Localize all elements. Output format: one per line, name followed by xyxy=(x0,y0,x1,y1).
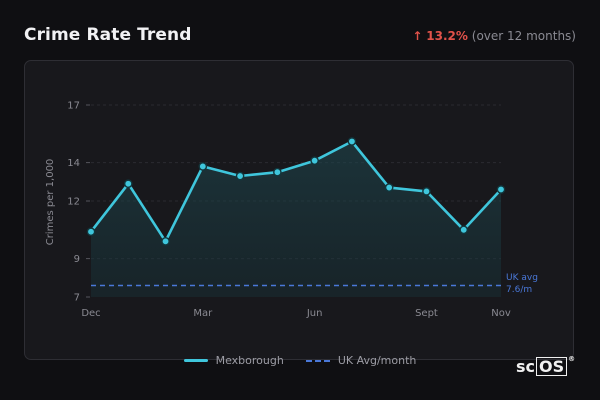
trend-percentage: 13.2% xyxy=(426,29,468,43)
reference-label-line2: 7.6/m xyxy=(506,285,532,295)
x-tick-label: Jun xyxy=(306,308,323,319)
data-point-jan[interactable] xyxy=(123,179,133,189)
logo-prefix: sc xyxy=(516,357,536,376)
trend-up-arrow-icon: ↑ xyxy=(412,29,423,43)
legend-swatch-solid xyxy=(183,359,208,362)
reference-label-line1: UK avg xyxy=(506,273,538,283)
data-point-sept[interactable] xyxy=(422,187,431,196)
series-line-mexborough xyxy=(89,140,503,243)
brand-logo: sc OS ® xyxy=(516,355,576,376)
data-point-nov[interactable] xyxy=(496,185,506,194)
x-tick-label: Nov xyxy=(491,308,511,319)
logo-boxed: OS xyxy=(536,357,568,376)
trend-period: (over 12 months) xyxy=(471,29,576,43)
legend-label-mexborough: Mexborough xyxy=(215,354,284,367)
data-point-mar[interactable] xyxy=(198,162,208,171)
data-point-jun[interactable] xyxy=(310,156,319,165)
y-tick-label: 14 xyxy=(67,158,80,169)
data-point-may[interactable] xyxy=(273,167,282,177)
legend-label-uk-avg: UK Avg/month xyxy=(337,354,417,367)
y-tick-label: 12 xyxy=(67,197,80,208)
data-point-aug[interactable] xyxy=(384,183,394,192)
data-point-dec[interactable] xyxy=(86,227,96,237)
legend-item-uk-avg[interactable]: UK Avg/month xyxy=(305,354,417,367)
y-tick-label: 7 xyxy=(74,293,80,304)
data-point-apr[interactable] xyxy=(235,171,245,181)
legend-swatch-dashed xyxy=(305,359,330,362)
x-tick-label: Mar xyxy=(193,308,213,319)
series-area-fill xyxy=(91,141,501,297)
chart-legend: Mexborough UK Avg/month xyxy=(0,354,600,367)
data-point-jul[interactable] xyxy=(347,137,357,146)
trend-summary: ↑ 13.2% (over 12 months) xyxy=(412,29,576,43)
x-tick-label: Dec xyxy=(81,308,100,319)
logo-registered-mark: ® xyxy=(568,355,576,363)
data-point-feb[interactable] xyxy=(161,237,170,246)
y-tick-label: 17 xyxy=(67,101,80,112)
data-point-oct[interactable] xyxy=(459,225,469,235)
y-tick-label: 9 xyxy=(74,254,80,265)
chart-title: Crime Rate Trend xyxy=(24,25,192,45)
x-tick-label: Sept xyxy=(415,308,438,319)
legend-item-mexborough[interactable]: Mexborough xyxy=(183,354,284,367)
y-axis-label: Crimes per 1,000 xyxy=(45,159,56,246)
